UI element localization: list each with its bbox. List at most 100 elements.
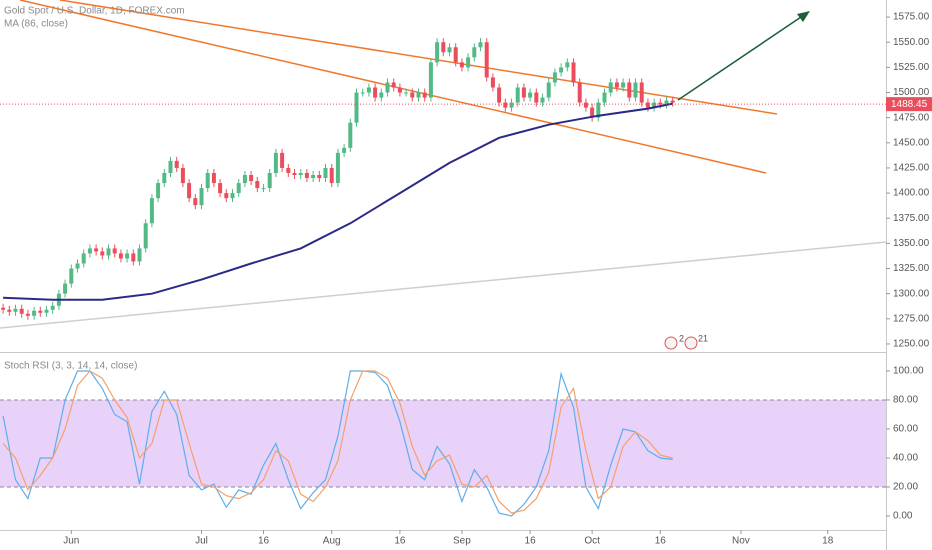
candle-body bbox=[32, 310, 37, 316]
candle-body bbox=[180, 167, 185, 184]
candle-body bbox=[509, 102, 514, 108]
candle-body bbox=[379, 92, 384, 98]
candle-body bbox=[87, 248, 92, 254]
stoch-title: Stoch RSI (3, 3, 14, 14, close) bbox=[4, 361, 137, 372]
last-price-box bbox=[886, 97, 932, 112]
candle-body bbox=[422, 92, 427, 98]
x-tick-label: 16 bbox=[394, 536, 406, 547]
candle-body bbox=[658, 102, 663, 105]
y-tick-label: 80.00 bbox=[893, 395, 918, 406]
candle-body bbox=[323, 167, 328, 179]
candle-body bbox=[236, 183, 241, 194]
x-tick-label: 16 bbox=[258, 536, 270, 547]
candle-body bbox=[94, 248, 99, 252]
candle-body bbox=[118, 253, 123, 259]
candle-body bbox=[131, 253, 136, 262]
candle-body bbox=[273, 152, 278, 173]
candle-body bbox=[75, 263, 80, 269]
candle-body bbox=[472, 47, 477, 58]
candle-body bbox=[38, 310, 43, 313]
candle-body bbox=[218, 183, 223, 194]
y-tick-label: 60.00 bbox=[893, 424, 918, 435]
y-tick-label: 1375.00 bbox=[893, 213, 930, 224]
y-tick-label: 20.00 bbox=[893, 482, 918, 493]
candle-body bbox=[447, 47, 452, 53]
event-icon[interactable] bbox=[664, 336, 678, 350]
candle-body bbox=[100, 251, 105, 256]
candle-body bbox=[385, 82, 390, 93]
x-tick-label: 16 bbox=[525, 536, 537, 547]
candle-body bbox=[7, 309, 12, 312]
x-tick-label: Sep bbox=[453, 536, 471, 547]
candle-body bbox=[583, 102, 588, 108]
last-price-label: 1488.45 bbox=[891, 99, 928, 110]
candle-body bbox=[366, 87, 371, 93]
y-tick-label: 1425.00 bbox=[893, 163, 930, 174]
x-tick-label: 18 bbox=[822, 536, 834, 547]
candle-body bbox=[478, 42, 483, 48]
candle-body bbox=[404, 92, 409, 94]
projection-arrow bbox=[677, 14, 805, 101]
candle-body bbox=[552, 72, 557, 83]
candle-body bbox=[137, 248, 142, 262]
event-icon[interactable] bbox=[684, 336, 698, 350]
candle-body bbox=[187, 183, 192, 199]
candle-body bbox=[348, 122, 353, 148]
x-tick-label: Jun bbox=[63, 536, 79, 547]
x-tick-label: 16 bbox=[655, 536, 667, 547]
candle-body bbox=[670, 100, 675, 103]
y-tick-label: 100.00 bbox=[893, 366, 924, 377]
candle-body bbox=[81, 253, 86, 264]
event-count: 21 bbox=[698, 333, 708, 343]
y-tick-label: 1350.00 bbox=[893, 238, 930, 249]
candle-body bbox=[435, 42, 440, 63]
candle-body bbox=[596, 102, 601, 118]
candle-body bbox=[565, 62, 570, 68]
candle-body bbox=[490, 77, 495, 88]
candle-body bbox=[627, 82, 632, 98]
candle-body bbox=[168, 160, 173, 173]
candle-body bbox=[50, 305, 55, 310]
candle-body bbox=[298, 172, 303, 175]
event-flags: 2 21 bbox=[664, 333, 708, 350]
candle-body bbox=[242, 174, 247, 184]
candle-body bbox=[335, 152, 340, 184]
candle-body bbox=[292, 172, 297, 175]
candle-body bbox=[453, 47, 458, 63]
y-tick-label: 0.00 bbox=[893, 511, 913, 522]
symbol-title: Gold Spot / U.S. Dollar, 1D, FOREX.com bbox=[4, 6, 185, 17]
candle-body bbox=[162, 172, 167, 184]
candle-body bbox=[13, 308, 18, 312]
candle-body bbox=[497, 87, 502, 103]
candle-body bbox=[608, 82, 613, 93]
candle-body bbox=[639, 82, 644, 103]
y-tick-label: 40.00 bbox=[893, 453, 918, 464]
candle-body bbox=[577, 82, 582, 103]
candle-body bbox=[621, 82, 626, 88]
candle-body bbox=[614, 82, 619, 88]
candle-body bbox=[44, 309, 49, 313]
candle-body bbox=[410, 92, 415, 98]
y-tick-label: 1325.00 bbox=[893, 263, 930, 274]
candle-body bbox=[546, 82, 551, 98]
candle-body bbox=[267, 172, 272, 189]
candle-body bbox=[143, 223, 148, 249]
candle-body bbox=[174, 160, 179, 168]
candle-body bbox=[156, 183, 161, 199]
candle-body bbox=[249, 174, 254, 182]
candle-body bbox=[441, 42, 446, 53]
y-tick-label: 1500.00 bbox=[893, 87, 930, 98]
x-tick-label: Oct bbox=[584, 536, 600, 547]
stoch-line bbox=[2, 370, 673, 514]
candle-body bbox=[69, 268, 74, 284]
candle-body bbox=[459, 62, 464, 68]
candle-body bbox=[428, 62, 433, 98]
candle-body bbox=[280, 152, 285, 168]
candle-body bbox=[652, 102, 657, 108]
candle-body bbox=[528, 92, 533, 98]
candle-body bbox=[19, 308, 24, 314]
x-tick-label: Nov bbox=[732, 536, 750, 547]
stoch-line bbox=[2, 370, 673, 517]
